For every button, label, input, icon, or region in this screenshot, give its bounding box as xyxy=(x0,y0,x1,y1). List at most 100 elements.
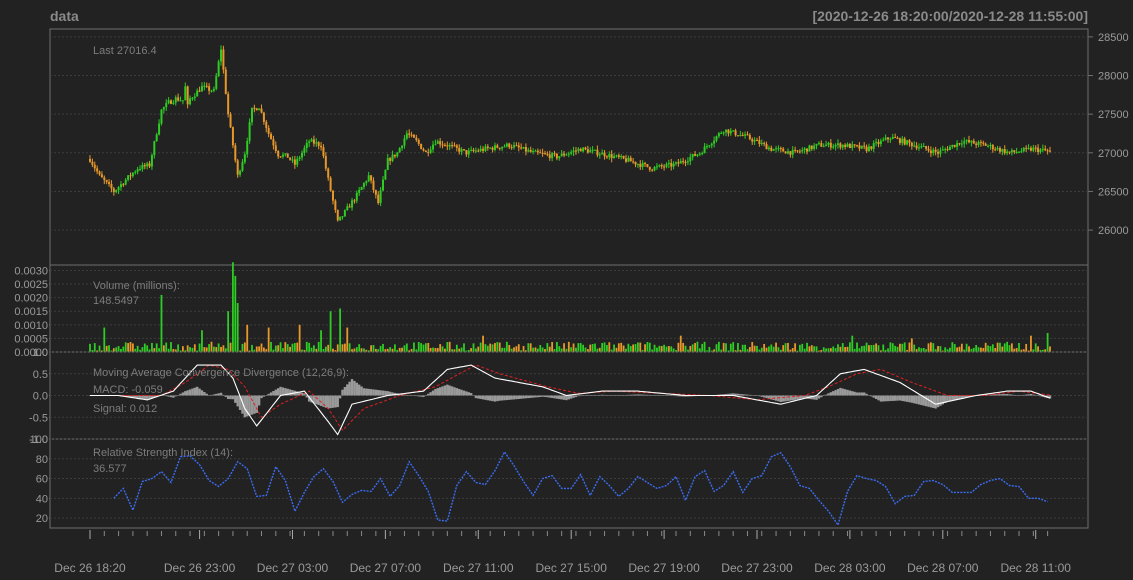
volume-bar xyxy=(479,342,482,352)
candle-body xyxy=(717,133,720,137)
macd-histogram-bar xyxy=(212,394,216,396)
macd-histogram-bar xyxy=(786,395,790,401)
macd-histogram-bar xyxy=(279,386,282,396)
candle-body xyxy=(920,146,923,148)
macd-histogram-bar xyxy=(991,394,995,396)
candle-body xyxy=(1003,149,1006,154)
macd-histogram-bar xyxy=(922,395,925,406)
candle-body xyxy=(179,100,182,102)
candle-body xyxy=(553,153,556,155)
candle-body xyxy=(303,148,306,153)
macd-histogram-bar xyxy=(834,390,837,396)
macd-histogram-bar xyxy=(798,395,802,400)
candle-body xyxy=(682,161,685,163)
candle-body xyxy=(908,140,911,143)
macd-histogram-bar xyxy=(443,385,447,396)
candle-body xyxy=(93,164,96,169)
volume-bar xyxy=(608,342,611,352)
candle-body xyxy=(641,163,644,167)
volume-bar xyxy=(182,346,184,352)
candle-body xyxy=(689,157,692,162)
candle-body xyxy=(620,156,623,158)
macd-histogram-bar xyxy=(524,395,528,399)
macd-histogram-bar xyxy=(181,392,185,396)
candle-body xyxy=(927,148,930,151)
volume-bar xyxy=(946,349,949,352)
volume-bar xyxy=(801,343,804,352)
candle-body xyxy=(260,108,263,113)
volume-bar xyxy=(908,342,911,352)
volume-bar xyxy=(162,345,165,352)
candle-body xyxy=(917,147,920,149)
volume-bar xyxy=(336,344,339,352)
candle-body xyxy=(165,103,168,108)
rsi-tick-label: 20 xyxy=(36,513,48,525)
macd-histogram-bar xyxy=(546,395,549,398)
macd-histogram-bar xyxy=(562,395,566,400)
candle-body xyxy=(455,145,458,148)
volume-bar xyxy=(1041,349,1044,352)
macd-histogram-bar xyxy=(846,389,849,396)
volume-bar xyxy=(960,343,963,352)
volume-bar xyxy=(155,343,158,352)
macd-histogram-bar xyxy=(241,395,244,414)
macd-tick-label: 0.0 xyxy=(33,391,48,403)
volume-bar xyxy=(684,345,687,352)
candle-body xyxy=(929,150,932,154)
volume-bar xyxy=(108,345,110,352)
volume-bar xyxy=(289,346,291,352)
volume-bar xyxy=(241,343,244,352)
volume-bar xyxy=(1049,346,1051,352)
macd-histogram-bar xyxy=(510,395,513,400)
macd-histogram-bar xyxy=(331,395,335,408)
candle-body xyxy=(982,142,985,144)
candle-body xyxy=(229,114,232,128)
macd-histogram-bar xyxy=(617,395,621,396)
volume-bar xyxy=(722,342,725,352)
volume-bar xyxy=(503,347,506,352)
volume-bar xyxy=(313,345,315,352)
candle-body xyxy=(146,163,149,167)
candle-body xyxy=(484,146,487,151)
volume-last-value: 148.5497 xyxy=(93,295,139,307)
macd-histogram-bar xyxy=(960,395,964,399)
volume-bar xyxy=(827,348,830,352)
volume-bar xyxy=(193,344,196,352)
volume-bar xyxy=(891,343,894,352)
macd-histogram-bar xyxy=(1013,394,1016,396)
candle-body xyxy=(312,139,315,144)
volume-bar xyxy=(696,341,699,352)
volume-bar xyxy=(922,347,925,352)
candle-body xyxy=(610,154,613,159)
candle-body xyxy=(741,134,744,136)
candle-body xyxy=(301,152,304,158)
candle-body xyxy=(291,159,294,161)
macd-histogram-bar xyxy=(400,394,404,396)
volume-bar xyxy=(915,349,918,352)
volume-bar xyxy=(410,349,413,352)
volume-bar xyxy=(401,347,403,352)
candle-body xyxy=(841,144,844,148)
candle-body xyxy=(960,143,963,145)
candle-body xyxy=(748,134,751,140)
macd-histogram-bar xyxy=(431,390,435,396)
macd-histogram-bar xyxy=(169,395,173,398)
macd-histogram-bar xyxy=(257,395,261,406)
macd-histogram-bar xyxy=(491,395,494,402)
chart-title: data xyxy=(50,8,79,24)
macd-histogram-bar xyxy=(772,395,775,401)
candle-body xyxy=(1008,151,1011,153)
volume-bar xyxy=(270,341,272,352)
macd-histogram-bar xyxy=(496,395,499,402)
candle-body xyxy=(293,159,296,165)
volume-bar xyxy=(777,347,780,352)
volume-bar xyxy=(667,346,670,352)
volume-bar xyxy=(482,335,484,352)
candle-body xyxy=(367,175,370,182)
candle-body xyxy=(622,156,625,159)
macd-histogram-bar xyxy=(315,395,318,405)
candle-body xyxy=(844,144,847,147)
candle-body xyxy=(903,138,906,145)
candle-body xyxy=(162,107,165,110)
